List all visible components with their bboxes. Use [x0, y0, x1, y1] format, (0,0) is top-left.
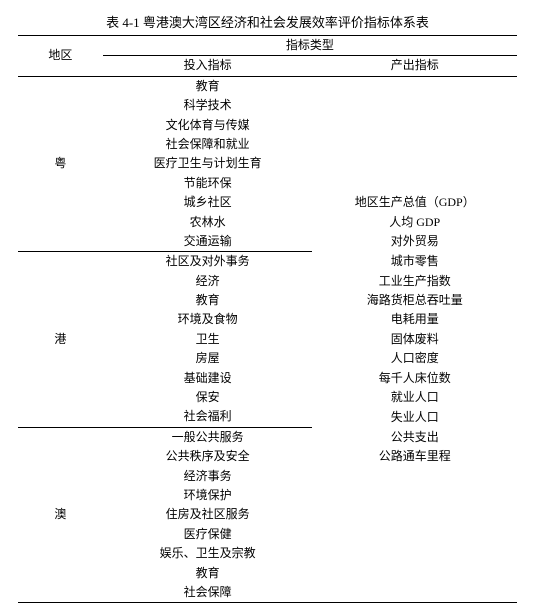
input-indicator: 房屋: [103, 349, 313, 368]
input-indicator: 经济事务: [103, 467, 313, 486]
output-indicator: [312, 564, 517, 583]
input-indicator: 社区及对外事务: [103, 252, 313, 272]
output-indicator: 人均 GDP: [312, 213, 517, 232]
input-indicator: 一般公共服务: [103, 427, 313, 447]
input-indicator: 经济: [103, 272, 313, 291]
input-indicator: 医疗保健: [103, 525, 313, 544]
input-indicator: 农林水: [103, 213, 313, 232]
output-indicator: 固体废料: [312, 330, 517, 349]
output-indicator: [312, 467, 517, 486]
region-name: 粤: [18, 76, 103, 252]
output-indicator: [312, 154, 517, 173]
output-indicator: 失业人口: [312, 407, 517, 427]
input-indicator: 节能环保: [103, 174, 313, 193]
input-indicator: 教育: [103, 291, 313, 310]
output-indicator: [312, 525, 517, 544]
input-indicator: 城乡社区: [103, 193, 313, 212]
input-indicator: 公共秩序及安全: [103, 447, 313, 466]
input-indicator: 科学技术: [103, 96, 313, 115]
input-indicator: 环境及食物: [103, 310, 313, 329]
input-indicator: 娱乐、卫生及宗教: [103, 544, 313, 563]
input-indicator: 医疗卫生与计划生育: [103, 154, 313, 173]
output-indicator: [312, 486, 517, 505]
input-indicator: 基础建设: [103, 369, 313, 388]
input-indicator: 社会保障: [103, 583, 313, 603]
output-indicator: [312, 583, 517, 603]
output-indicator: 人口密度: [312, 349, 517, 368]
output-indicator: [312, 135, 517, 154]
input-indicator: 社会福利: [103, 407, 313, 427]
output-indicator: 公共支出: [312, 427, 517, 447]
output-indicator: [312, 505, 517, 524]
output-indicator: [312, 76, 517, 96]
input-indicator: 教育: [103, 76, 313, 96]
output-indicator: 对外贸易: [312, 232, 517, 252]
output-indicator: 每千人床位数: [312, 369, 517, 388]
region-name: 港: [18, 252, 103, 428]
output-indicator: 电耗用量: [312, 310, 517, 329]
col-output: 产出指标: [312, 56, 517, 76]
output-indicator: [312, 544, 517, 563]
region-name: 澳: [18, 427, 103, 603]
input-indicator: 交通运输: [103, 232, 313, 252]
output-indicator: 就业人口: [312, 388, 517, 407]
output-indicator: 城市零售: [312, 252, 517, 272]
input-indicator: 环境保护: [103, 486, 313, 505]
input-indicator: 住房及社区服务: [103, 505, 313, 524]
output-indicator: [312, 96, 517, 115]
col-indicator-type: 指标类型: [103, 36, 517, 56]
output-indicator: 海路货柜总吞吐量: [312, 291, 517, 310]
col-region: 地区: [18, 36, 103, 77]
output-indicator: [312, 174, 517, 193]
output-indicator: 公路通车里程: [312, 447, 517, 466]
output-indicator: [312, 116, 517, 135]
input-indicator: 社会保障和就业: [103, 135, 313, 154]
col-input: 投入指标: [103, 56, 313, 76]
table-title: 表 4-1 粤港澳大湾区经济和社会发展效率评价指标体系表: [18, 12, 517, 31]
input-indicator: 教育: [103, 564, 313, 583]
output-indicator: 地区生产总值（GDP）: [312, 193, 517, 212]
output-indicator: 工业生产指数: [312, 272, 517, 291]
input-indicator: 文化体育与传媒: [103, 116, 313, 135]
input-indicator: 卫生: [103, 330, 313, 349]
input-indicator: 保安: [103, 388, 313, 407]
indicator-table: 地区 指标类型 投入指标 产出指标 粤教育科学技术文化体育与传媒社会保障和就业医…: [18, 35, 517, 603]
